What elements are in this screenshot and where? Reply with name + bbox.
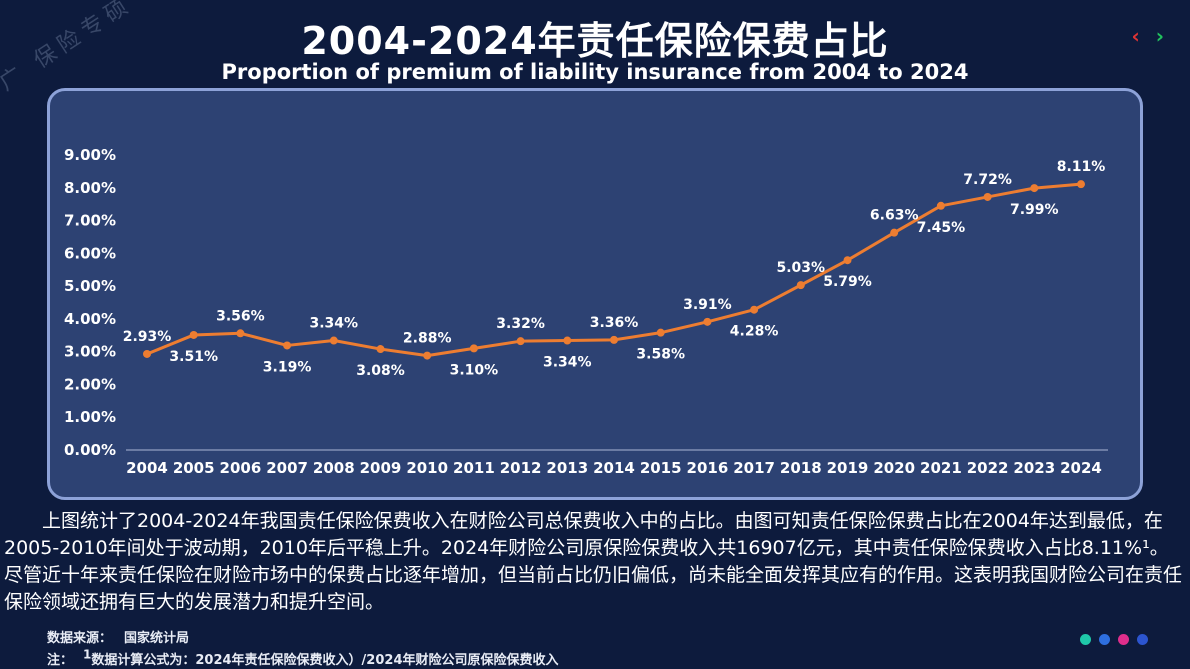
y-axis-tick-label: 6.00% [64,244,116,262]
footnote-label: 注： [47,653,74,668]
y-axis-tick-label: 4.00% [64,310,116,328]
data-label: 3.34% [543,355,592,371]
data-label: 3.19% [263,359,312,375]
data-label: 8.11% [1057,159,1106,175]
x-axis-tick-label: 2014 [593,459,635,477]
x-axis-tick-label: 2023 [1013,459,1055,477]
footnote-superscript: 1 [83,647,92,662]
data-point [796,281,805,290]
footnote-text: 数据计算公式为：2024年责任保险保费收入）/2024年财险公司原保险保费收入 [91,653,559,668]
data-point [890,228,899,237]
data-point [236,329,245,338]
data-label: 3.91% [683,297,732,313]
data-label: 4.28% [730,324,779,340]
next-arrow-icon[interactable]: › [1155,24,1164,48]
data-point [843,256,852,265]
data-point [1030,184,1039,193]
data-label: 7.72% [963,172,1012,188]
page-title: 2004-2024年责任保险保费占比 [301,19,889,63]
slide-dot[interactable] [1118,634,1129,645]
data-label: 2.93% [123,329,172,345]
x-axis-tick-label: 2010 [406,459,448,477]
data-label: 3.58% [636,347,685,363]
data-point [983,192,992,201]
data-point [1077,180,1085,189]
page-subtitle: Proportion of premium of liability insur… [221,60,969,84]
x-axis-tick-label: 2007 [266,459,308,477]
y-axis-tick-label: 5.00% [64,277,116,295]
data-point [376,345,385,354]
data-label: 3.08% [356,363,405,379]
data-label: 3.32% [496,316,545,332]
x-axis-tick-label: 2016 [687,459,729,477]
data-source-label: 数据来源： [47,631,113,646]
data-label: 3.10% [450,362,499,378]
data-label: 5.03% [777,260,826,276]
data-point [563,336,572,345]
data-point [283,341,292,350]
data-label: 3.36% [590,315,639,331]
x-axis-tick-label: 2005 [173,459,215,477]
slide-nav: ‹ › [1132,26,1165,46]
x-axis-tick-label: 2004 [126,459,168,477]
data-point [610,335,618,344]
x-axis-tick-label: 2018 [780,459,822,477]
y-axis-tick-label: 9.00% [64,146,116,164]
slide-dot[interactable] [1099,634,1110,645]
y-axis-tick-label: 0.00% [64,441,116,459]
y-axis-tick-label: 7.00% [64,212,116,230]
data-source-value: 国家统计局 [124,631,190,646]
prev-arrow-icon[interactable]: ‹ [1131,24,1140,48]
pagination-dots [1080,634,1148,645]
data-point [703,317,712,326]
data-point [516,337,525,346]
x-axis-tick-label: 2011 [453,459,495,477]
x-axis-tick-label: 2019 [827,459,869,477]
data-point [750,305,759,314]
x-axis-tick-label: 2013 [546,459,588,477]
x-axis-tick-label: 2021 [920,459,962,477]
data-point [656,328,665,337]
data-source-line: 数据来源： 国家统计局 [47,627,189,646]
x-axis-tick-label: 2022 [967,459,1009,477]
chart-card: 0.00% 1.00% 2.00% 3.00% 4.00% 5.00% 6.00% 7.00%… [47,88,1143,500]
data-point [469,344,478,353]
data-point [936,201,945,210]
x-axis-tick-label: 2006 [220,459,262,477]
data-label: 6.63% [870,208,919,224]
x-axis-tick-label: 2009 [360,459,402,477]
data-label: 3.34% [310,316,359,332]
x-axis-tick-label: 2008 [313,459,355,477]
footnote-line: 注： 1数据计算公式为：2024年责任保险保费收入）/2024年财险公司原保险保费… [47,649,559,668]
slide-dot[interactable] [1080,634,1091,645]
x-axis-tick-label: 2015 [640,459,682,477]
x-axis-tick-label: 2020 [873,459,915,477]
x-axis-tick-label: 2012 [500,459,542,477]
data-point [329,336,338,345]
data-label: 5.79% [823,274,872,290]
data-label: 7.99% [1010,202,1059,218]
slide-dot[interactable] [1137,634,1148,645]
y-axis-tick-label: 1.00% [64,408,116,426]
y-axis-tick-label: 3.00% [64,343,116,361]
x-axis-tick-label: 2017 [733,459,775,477]
data-point [189,330,198,339]
line-chart: 0.00% 1.00% 2.00% 3.00% 4.00% 5.00% 6.00% 7.00%… [64,146,1108,477]
data-point [423,351,432,360]
data-label: 3.51% [169,349,218,365]
analysis-paragraph: 上图统计了2004-2024年我国责任保险保费收入在财险公司总保费收入中的占比。… [4,510,1183,613]
data-label: 3.56% [216,308,265,324]
y-axis-tick-label: 8.00% [64,179,116,197]
data-label: 2.88% [403,331,452,347]
data-label: 7.45% [917,220,966,236]
x-axis-tick-label: 2024 [1060,459,1102,477]
data-point [143,349,151,358]
y-axis-tick-label: 2.00% [64,375,116,393]
